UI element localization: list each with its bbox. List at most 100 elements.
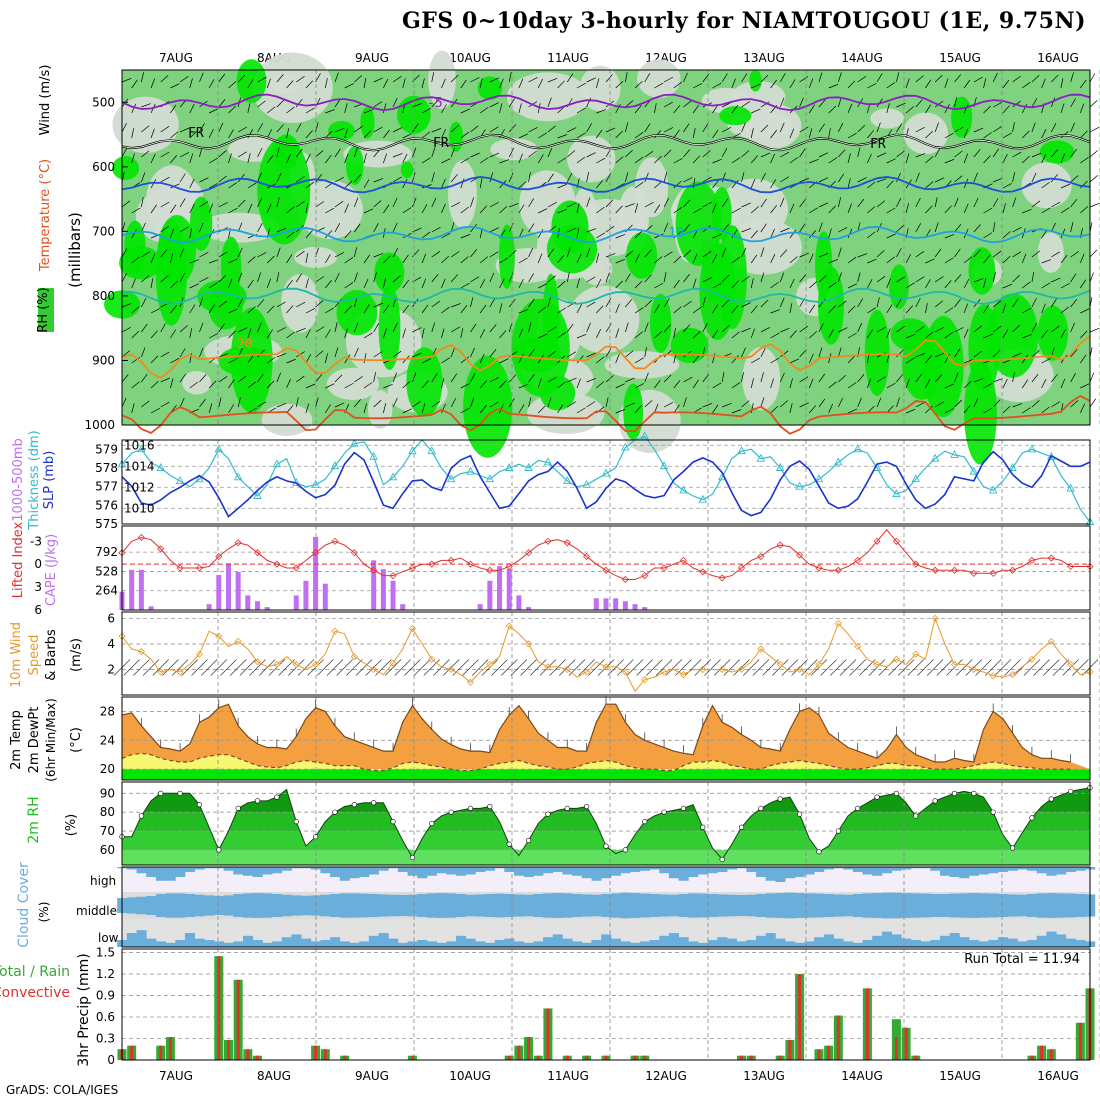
wind-barb xyxy=(150,308,161,314)
wind-barb xyxy=(1031,323,1038,333)
wind-barb xyxy=(1022,281,1031,289)
wind-barb xyxy=(702,176,712,183)
contour-label: FR xyxy=(433,136,449,151)
legend-total-rain: Total / Rain xyxy=(0,964,70,980)
wind-barb xyxy=(779,197,785,208)
wind-barb xyxy=(750,378,754,389)
wind-barb xyxy=(1060,282,1070,289)
wind-barb xyxy=(876,297,880,308)
wind-label-3: & Barbs xyxy=(44,629,59,681)
cloud-bar xyxy=(591,894,602,917)
wind-barb xyxy=(702,73,710,83)
wind-barb xyxy=(383,403,387,414)
wind-barb xyxy=(983,407,993,414)
wind-barb xyxy=(876,397,882,408)
rh-axis-label: RH (%) xyxy=(36,287,51,332)
wind-barb xyxy=(1050,298,1057,308)
cloud-bar xyxy=(881,892,892,919)
cloud-bar xyxy=(155,867,166,881)
cloud-bar xyxy=(455,867,467,876)
wind-barb xyxy=(712,104,719,114)
rh-point xyxy=(661,809,667,815)
wind-barb xyxy=(150,407,160,414)
wind-barb xyxy=(247,354,254,364)
cloud-bar xyxy=(359,941,370,947)
cloud-bar xyxy=(910,940,921,947)
cloud-bar xyxy=(775,893,786,918)
lifted-point xyxy=(447,556,455,564)
wind-barb xyxy=(983,333,993,339)
wind-barb xyxy=(489,172,494,183)
wind-barb xyxy=(276,372,282,383)
thickness-tick: 579 xyxy=(95,442,118,456)
wind-barb xyxy=(876,275,886,283)
cloud-bar xyxy=(591,940,602,947)
wind-barb xyxy=(596,109,606,114)
thickness-point xyxy=(485,474,495,483)
cape-bar xyxy=(371,560,377,610)
wind-barb xyxy=(1070,273,1077,283)
wind-barb xyxy=(741,327,751,333)
thickness-point xyxy=(795,481,804,490)
wind-barb xyxy=(654,181,663,189)
lifted-point xyxy=(176,564,184,572)
wind-barb xyxy=(538,333,548,339)
wind-barb xyxy=(170,329,177,339)
wind-barb xyxy=(625,273,631,283)
wind-barb xyxy=(828,128,831,139)
wind-barb xyxy=(431,172,435,183)
wind-barb xyxy=(799,198,806,208)
cloud-bar xyxy=(504,938,515,947)
wind-barb xyxy=(170,378,174,389)
thickness-point xyxy=(659,461,669,470)
wind-barb xyxy=(189,203,195,214)
wind-barb xyxy=(896,224,904,233)
cloud-bar xyxy=(465,894,476,917)
wind-barb xyxy=(431,300,441,308)
rh-point xyxy=(351,802,357,808)
wind-barb xyxy=(363,403,368,414)
wind-barb xyxy=(586,172,590,183)
rh-dry-region xyxy=(281,274,319,333)
wind-barb xyxy=(528,273,534,283)
wind-barb xyxy=(799,148,806,158)
wind-barb xyxy=(421,358,432,364)
wind-barb xyxy=(344,282,354,289)
wind-point xyxy=(312,660,320,668)
cloud-bar xyxy=(717,894,728,917)
rh-moist-region xyxy=(158,215,196,286)
wind-barb xyxy=(1089,272,1094,283)
wind-barb xyxy=(247,407,257,414)
wind-barb xyxy=(354,399,361,408)
cloud-bar xyxy=(426,893,437,918)
cloud-bar xyxy=(707,867,718,874)
cloud-bar xyxy=(223,867,234,871)
wind-barb xyxy=(257,251,267,258)
wind-barb xyxy=(896,102,906,108)
wind-barb xyxy=(779,97,785,108)
wind-barb xyxy=(1089,249,1098,258)
rh-moist-region xyxy=(257,136,311,245)
wind-barb xyxy=(896,349,904,358)
wind-barb xyxy=(528,348,535,358)
wind-barb xyxy=(731,331,740,339)
thickness-slp-panel xyxy=(117,431,1100,526)
wind-barb xyxy=(402,328,406,339)
wind-barb xyxy=(286,254,293,264)
wind-point xyxy=(234,637,242,645)
wind-barb xyxy=(431,147,436,158)
wind-barb xyxy=(305,354,312,364)
wind-barb xyxy=(131,278,136,289)
cloud-bar xyxy=(165,893,176,918)
wind-barb xyxy=(1060,153,1065,164)
wind-barb xyxy=(324,404,331,414)
wind-barb xyxy=(983,383,993,389)
wind-barb xyxy=(547,201,557,208)
cloud-bar xyxy=(475,867,486,872)
cloud-bar xyxy=(465,867,476,875)
wind-barb xyxy=(131,79,138,89)
wind-barb xyxy=(170,305,178,314)
wind-barb xyxy=(518,353,524,364)
wind-barb xyxy=(934,122,939,133)
rh-point xyxy=(138,813,144,819)
